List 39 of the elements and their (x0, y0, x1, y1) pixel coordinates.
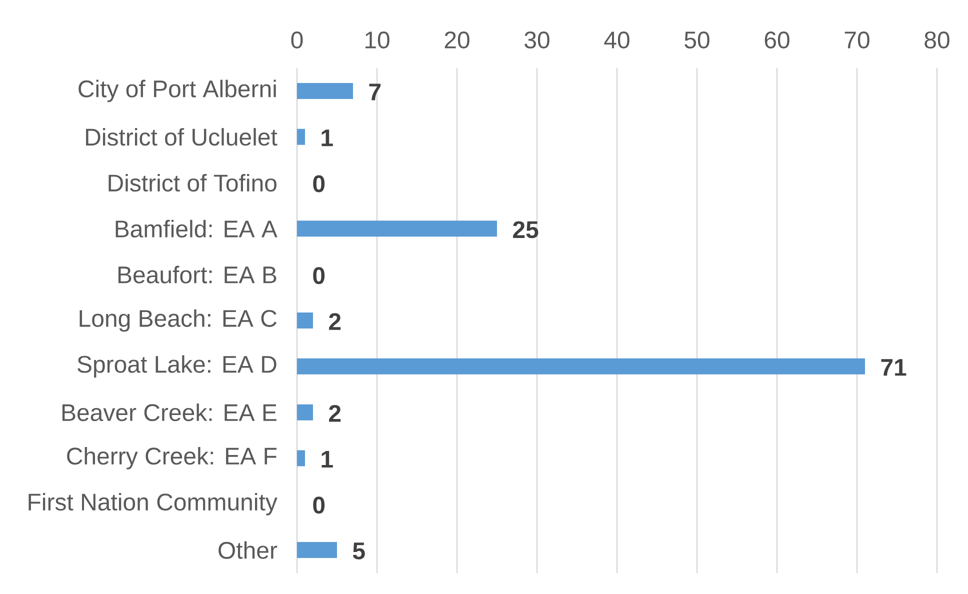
y-tick-label: Sproat Lake: EA D (78, 355, 276, 378)
y-tick-label: Other (218, 541, 278, 559)
data-label: 25 (513, 221, 538, 238)
data-label: 5 (352, 542, 365, 560)
x-tick-label: 70 (844, 31, 870, 48)
y-tick-label: District of Tofino (108, 174, 276, 192)
y-tick-label: District of Ucluelet (86, 128, 278, 146)
data-label: 0 (313, 175, 325, 192)
x-tick-label: 20 (444, 31, 470, 48)
data-label: 0 (313, 267, 325, 284)
bar (297, 128, 305, 145)
bar (297, 450, 305, 466)
bar (297, 358, 865, 374)
data-label: 2 (329, 404, 341, 422)
data-label: 7 (369, 84, 380, 100)
y-tick-label: City of Port Alberni (78, 80, 276, 102)
y-tick-label: Beaufort: EA B (118, 266, 276, 284)
y-tick-label: Cherry Creek: EA F (67, 447, 276, 470)
x-tick-label: 80 (924, 31, 950, 48)
x-tick-label: 0 (291, 31, 303, 48)
bar (297, 220, 497, 237)
x-tick-label: 40 (604, 31, 630, 48)
bar (297, 404, 314, 420)
data-label: 2 (329, 313, 341, 330)
data-label: 0 (313, 496, 325, 514)
bar (297, 312, 314, 328)
x-tick-label: 50 (684, 31, 710, 48)
bar (297, 82, 353, 99)
y-tick-label: Long Beach: EA C (80, 309, 277, 332)
y-tick-label: First Nation Community (28, 492, 278, 516)
x-tick-label: 60 (764, 31, 790, 48)
x-tick-label: 10 (365, 31, 390, 48)
y-tick-label: Bamfield: EA A (116, 220, 278, 238)
y-tick-label: Beaver Creek: EA E (62, 404, 276, 422)
data-label: 71 (881, 359, 906, 376)
data-label: 1 (322, 450, 333, 468)
bar (297, 542, 338, 558)
x-tick-label: 30 (524, 31, 550, 48)
data-label: 1 (322, 130, 333, 146)
